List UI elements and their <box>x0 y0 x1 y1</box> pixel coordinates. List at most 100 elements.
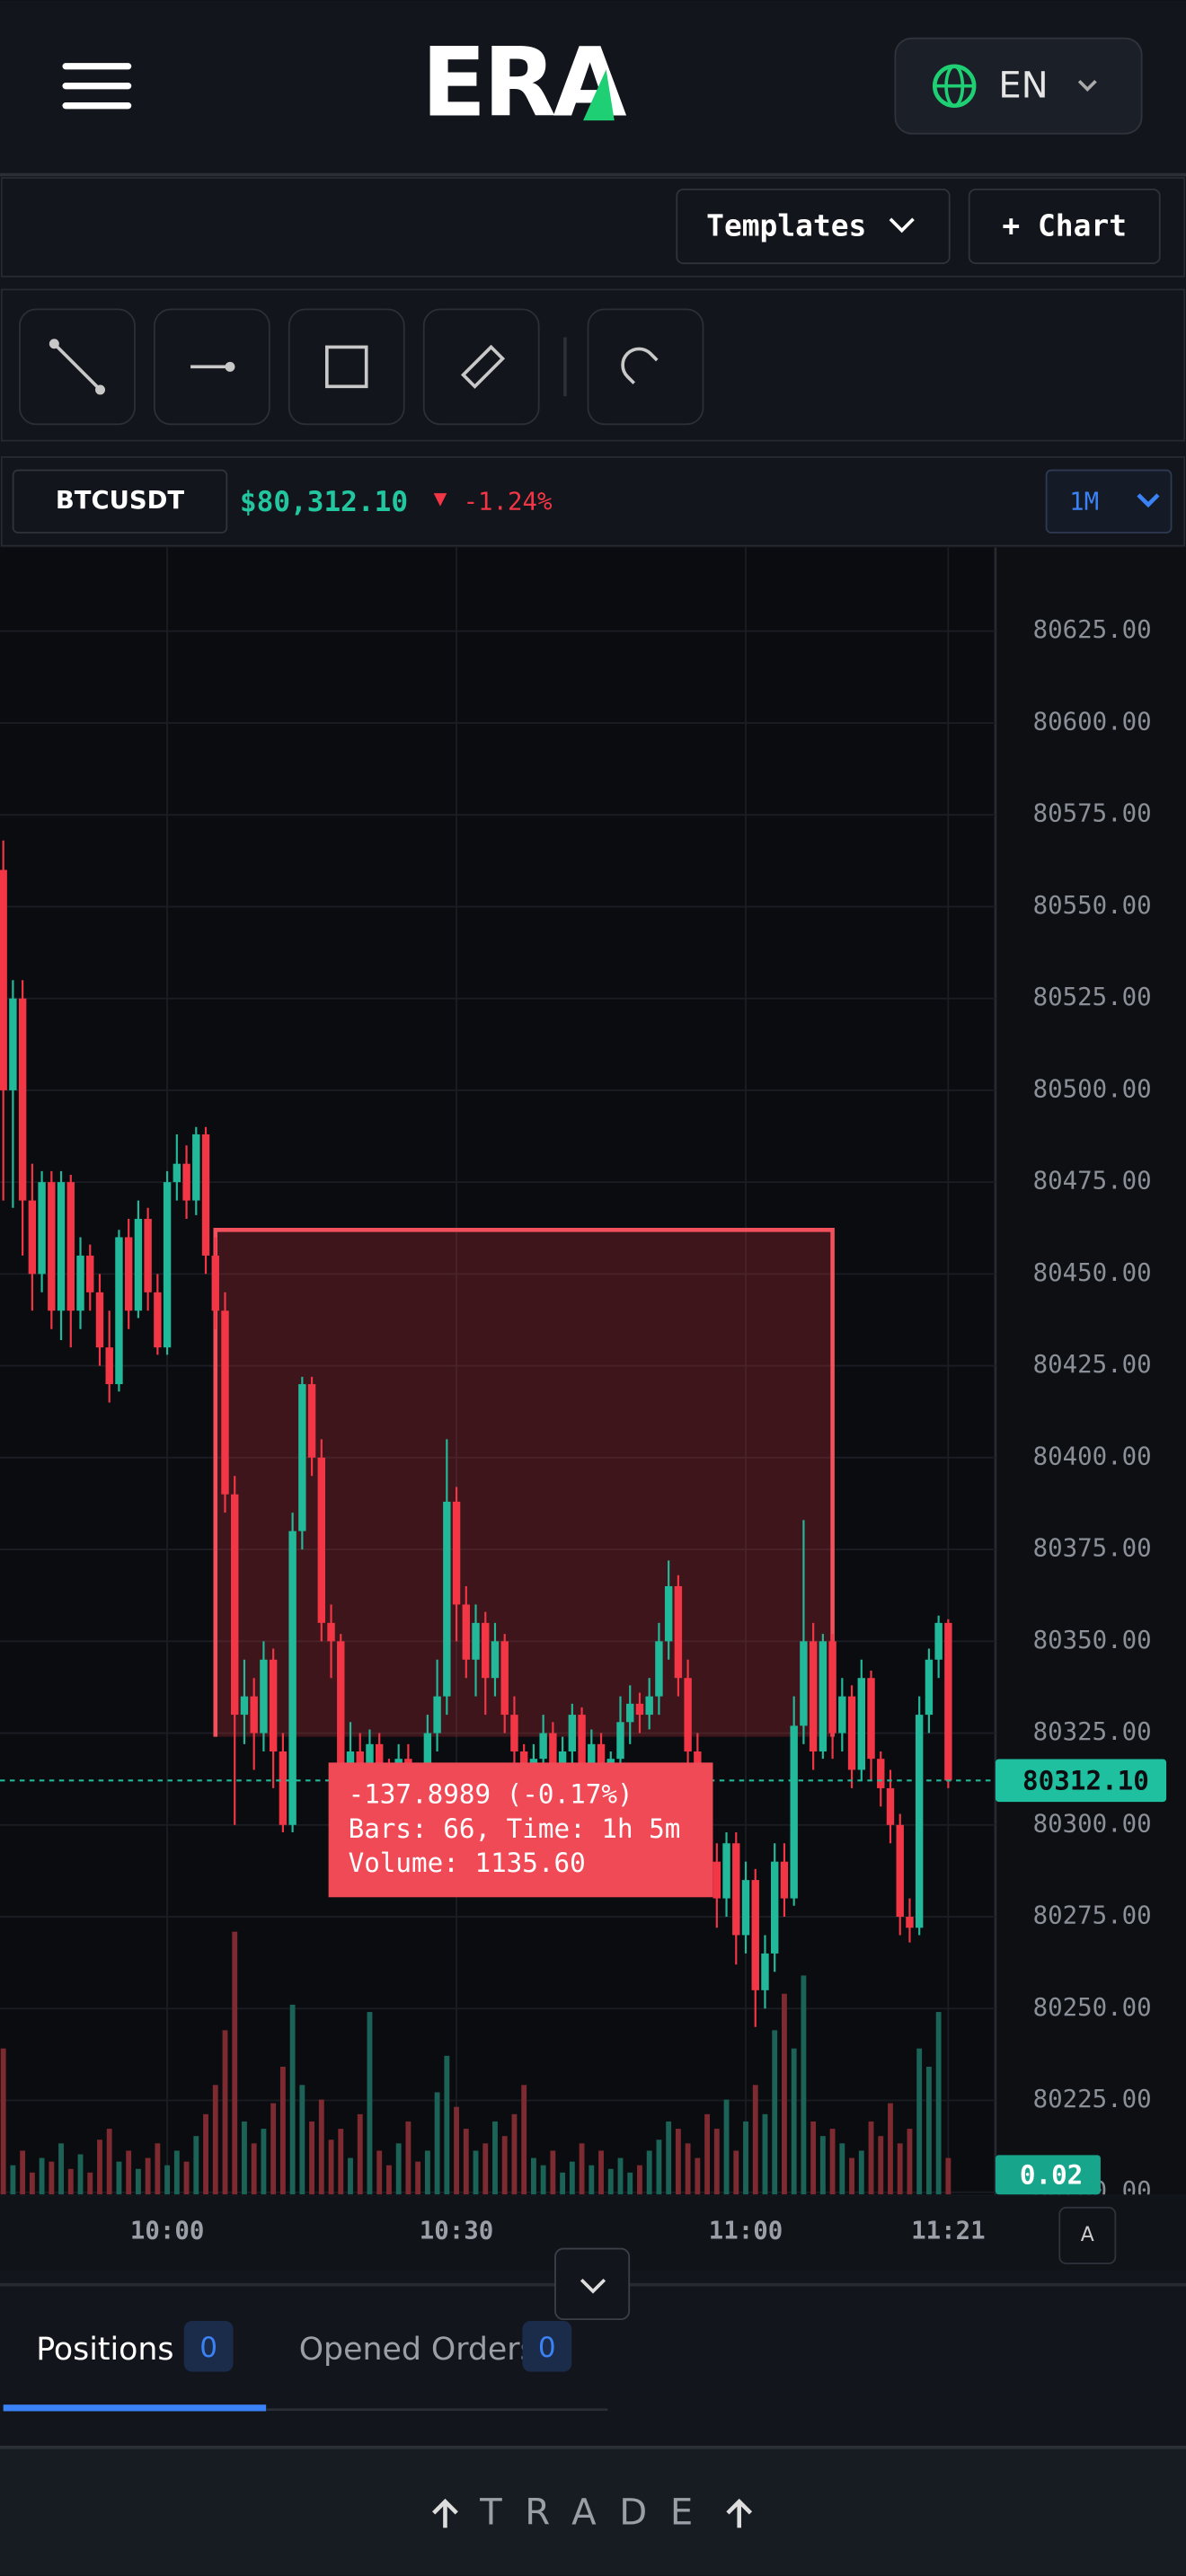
ruler-tool[interactable] <box>422 308 540 426</box>
candle-body <box>154 1292 162 1348</box>
candle-body <box>298 1384 306 1531</box>
candle-body <box>616 1722 624 1760</box>
trendline-tool[interactable] <box>19 308 136 426</box>
volume-bar <box>589 2165 595 2195</box>
candle-body <box>337 1641 345 1770</box>
volume-bar <box>695 2157 701 2195</box>
candle-body <box>761 1953 769 1990</box>
candle-body <box>578 1715 586 1770</box>
volume-bar <box>733 2150 739 2195</box>
candle-body <box>250 1696 258 1734</box>
volume-bar <box>0 2048 6 2195</box>
candle-body <box>877 1759 885 1788</box>
candle-body <box>712 1861 721 1899</box>
candle-body <box>182 1163 190 1201</box>
y-tick-label: 80350.00 <box>1033 1627 1152 1654</box>
volume-bar <box>116 2161 122 2195</box>
candle-body <box>288 1531 296 1825</box>
candle-body <box>95 1292 104 1348</box>
candle-body <box>915 1715 924 1928</box>
opened-orders-tab[interactable]: Opened Orders 0 <box>299 2320 572 2372</box>
candle-body <box>539 1733 547 1760</box>
trade-bar[interactable] <box>0 2447 1186 2576</box>
candle-body <box>192 1134 200 1201</box>
volume-bar <box>10 2165 16 2195</box>
candle-body <box>857 1678 865 1770</box>
button-frame <box>968 188 1161 265</box>
measure-outline <box>213 1228 835 1737</box>
volume-bar <box>222 2030 228 2195</box>
positions-tab[interactable]: Positions 0 <box>36 2320 234 2372</box>
language-pill <box>894 37 1143 135</box>
volume-bar <box>279 2066 286 2195</box>
candle-body <box>18 998 27 1201</box>
volume-bar <box>183 2161 190 2195</box>
symbol-selector[interactable]: BTCUSDT <box>12 469 228 534</box>
candle-body <box>751 1880 759 1990</box>
tool-icon <box>621 347 659 384</box>
volume-bar <box>560 2172 566 2195</box>
volume-bar <box>164 2165 171 2195</box>
volume-bar <box>888 2103 893 2195</box>
candle-body <box>76 1255 84 1311</box>
candle-body <box>269 1659 278 1752</box>
horizontal-ray-tool[interactable] <box>153 308 270 426</box>
volume-bar <box>666 2121 672 2195</box>
volume-bar <box>318 2099 324 2195</box>
volume-bar <box>752 2085 758 2195</box>
volume-bar <box>656 2139 662 2195</box>
volume-bar <box>627 2172 633 2195</box>
candle-body <box>906 1917 914 1928</box>
badge <box>183 2320 234 2372</box>
candle-body <box>375 1743 384 1770</box>
volume-bar <box>405 2121 412 2195</box>
volume-bar <box>434 2092 440 2195</box>
language-selector[interactable]: EN <box>894 37 1143 135</box>
candle-body <box>105 1347 113 1385</box>
interval-selector[interactable]: 1M <box>1045 469 1173 534</box>
tab-label: Positions <box>36 2332 173 2368</box>
menu-bar <box>62 63 132 70</box>
candle-body <box>664 1585 673 1642</box>
candle-body <box>510 1715 518 1752</box>
volume-bar <box>173 2150 180 2195</box>
candle-body <box>828 1641 836 1734</box>
y-tick-label: 80425.00 <box>1033 1351 1152 1379</box>
volume-bar <box>540 2165 546 2195</box>
y-tick-label: 80225.00 <box>1033 2086 1152 2113</box>
volume-bar <box>463 2129 469 2195</box>
volume-bar <box>203 2113 208 2195</box>
rectangle-tool[interactable] <box>288 308 405 426</box>
arrow <box>432 2498 458 2515</box>
candle-body <box>144 1219 152 1292</box>
auto-scale-button[interactable]: A <box>1058 2206 1117 2264</box>
collapse-button[interactable] <box>554 2247 631 2321</box>
volume-bar <box>135 2168 141 2195</box>
button-frame <box>1058 2206 1117 2264</box>
volume-bar <box>492 2121 498 2195</box>
candle-body <box>684 1678 692 1752</box>
measure-label: -137.8989 (-0.17%) <box>349 1778 633 1809</box>
templates-button[interactable]: Templates <box>676 188 951 265</box>
tool-icon <box>225 361 235 372</box>
candle-body <box>780 1861 789 1899</box>
magnet-tool[interactable] <box>587 308 704 426</box>
tool-icon <box>460 344 506 389</box>
volume-bar <box>97 2139 102 2195</box>
hamburger-menu[interactable] <box>62 63 132 110</box>
tool-icon <box>49 339 59 349</box>
volume-bar <box>868 2121 874 2195</box>
volume-bar <box>713 2129 720 2195</box>
measure-area <box>215 1230 833 1737</box>
volume-bar <box>155 2143 161 2195</box>
volume-bar <box>607 2168 614 2195</box>
add-chart-button[interactable]: + Chart <box>968 188 1161 265</box>
volume-bar <box>473 2150 479 2195</box>
candle-body <box>472 1622 480 1660</box>
button-label: A <box>1081 2224 1094 2246</box>
ticker-change: -1.24% <box>464 489 553 516</box>
volume-bar <box>338 2129 344 2195</box>
